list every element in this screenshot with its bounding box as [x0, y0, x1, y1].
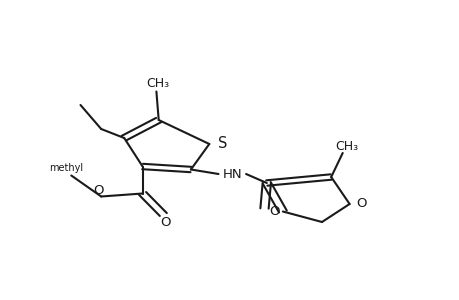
Text: CH₃: CH₃	[335, 140, 358, 153]
Text: O: O	[160, 215, 170, 229]
Text: HN: HN	[222, 167, 241, 181]
Text: CH₃: CH₃	[146, 76, 168, 90]
Text: O: O	[269, 205, 279, 218]
Text: S: S	[218, 136, 227, 151]
Text: O: O	[94, 184, 104, 197]
Text: O: O	[355, 196, 365, 210]
Text: methyl: methyl	[49, 163, 83, 173]
